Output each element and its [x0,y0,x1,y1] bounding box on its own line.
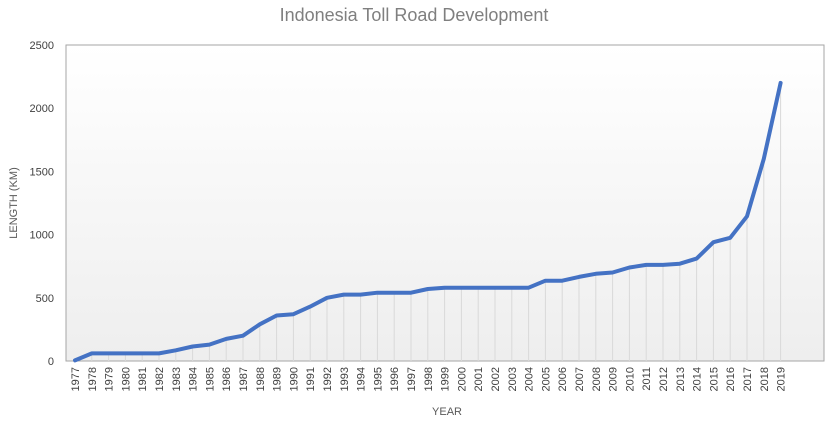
x-tick-label: 1992 [322,367,334,391]
x-tick-label: 2002 [490,367,502,391]
x-tick-label: 2001 [473,367,485,391]
x-tick-label: 1978 [87,367,99,391]
x-tick-label: 1985 [204,367,216,391]
x-tick-label: 2010 [624,367,636,391]
y-tick-label: 500 [36,293,54,305]
x-tick-label: 2004 [524,367,536,391]
y-tick-label: 1500 [30,166,54,178]
x-tick-label: 1995 [372,367,384,391]
y-axis-ticks: 0 500 1000 1500 2000 2500 [30,40,54,368]
y-tick-label: 2000 [30,103,54,115]
x-tick-label: 2015 [708,367,720,391]
x-tick-label: 1998 [423,367,435,391]
x-tick-label: 1988 [255,367,267,391]
x-tick-label: 1983 [171,367,183,391]
y-tick-label: 0 [48,356,54,368]
x-tick-label: 2008 [591,367,603,391]
x-tick-label: 2000 [456,367,468,391]
x-tick-label: 2014 [692,367,704,391]
series-line-toll-road-length [73,80,783,363]
x-tick-label: 2019 [776,367,788,391]
x-tick-label: 2003 [507,367,519,391]
x-tick-label: 1987 [238,367,250,391]
x-tick-label: 1997 [406,367,418,391]
y-axis-label: LENGTH (KM) [8,167,20,239]
x-tick-label: 1979 [104,367,116,391]
y-tick-label: 2500 [30,40,54,52]
x-tick-label: 1994 [356,367,368,391]
x-tick-label: 2009 [608,367,620,391]
x-axis-label: YEAR [432,406,462,418]
x-tick-label: 1984 [188,367,200,391]
x-tick-label: 2013 [675,367,687,391]
x-tick-label: 2011 [641,367,653,391]
x-tick-label: 2005 [540,367,552,391]
x-tick-label: 1980 [120,367,132,391]
x-tick-label: 2006 [557,367,569,391]
x-tick-label: 2017 [742,367,754,391]
x-tick-label: 2016 [725,367,737,391]
x-tick-label: 1999 [440,367,452,391]
drop-lines [74,82,782,361]
x-tick-label: 2018 [759,367,771,391]
x-tick-label: 1989 [272,367,284,391]
x-tick-label: 2007 [574,367,586,391]
x-tick-label: 1981 [137,367,149,391]
x-tick-label: 1986 [221,367,233,391]
x-tick-label: 1990 [288,367,300,391]
x-tick-label: 2012 [658,367,670,391]
x-tick-label: 1996 [389,367,401,391]
x-tick-label: 1991 [305,367,317,391]
y-tick-label: 1000 [30,230,54,242]
chart-title: Indonesia Toll Road Development [280,5,549,25]
x-axis-ticks: 1977 1978 1979 1980 1981 1982 1983 1984 1985 1986… [70,367,788,391]
x-tick-label: 1977 [70,367,82,391]
x-tick-label: 1982 [154,367,166,391]
x-tick-label: 1993 [339,367,351,391]
